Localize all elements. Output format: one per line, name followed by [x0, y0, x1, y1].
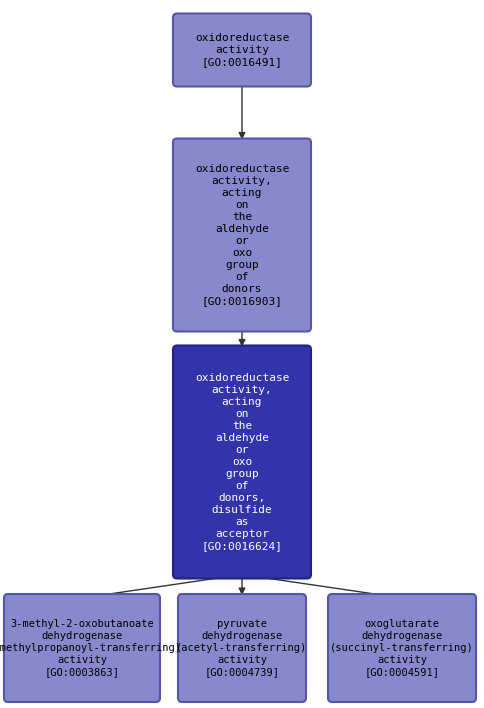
- FancyBboxPatch shape: [173, 139, 311, 331]
- Text: pyruvate
dehydrogenase
(acetyl-transferring)
activity
[GO:0004739]: pyruvate dehydrogenase (acetyl-transferr…: [176, 619, 308, 677]
- FancyBboxPatch shape: [4, 594, 160, 702]
- Text: oxidoreductase
activity,
acting
on
the
aldehyde
or
oxo
group
of
donors
[GO:00169: oxidoreductase activity, acting on the a…: [195, 164, 289, 306]
- FancyBboxPatch shape: [173, 13, 311, 86]
- Text: oxoglutarate
dehydrogenase
(succinyl-transferring)
activity
[GO:0004591]: oxoglutarate dehydrogenase (succinyl-tra…: [330, 619, 474, 677]
- Text: oxidoreductase
activity
[GO:0016491]: oxidoreductase activity [GO:0016491]: [195, 33, 289, 67]
- FancyBboxPatch shape: [328, 594, 476, 702]
- Text: oxidoreductase
activity,
acting
on
the
aldehyde
or
oxo
group
of
donors,
disulfid: oxidoreductase activity, acting on the a…: [195, 373, 289, 551]
- FancyBboxPatch shape: [178, 594, 306, 702]
- FancyBboxPatch shape: [173, 346, 311, 578]
- Text: 3-methyl-2-oxobutanoate
dehydrogenase
(2-methylpropanoyl-transferring)
activity
: 3-methyl-2-oxobutanoate dehydrogenase (2…: [0, 619, 182, 677]
